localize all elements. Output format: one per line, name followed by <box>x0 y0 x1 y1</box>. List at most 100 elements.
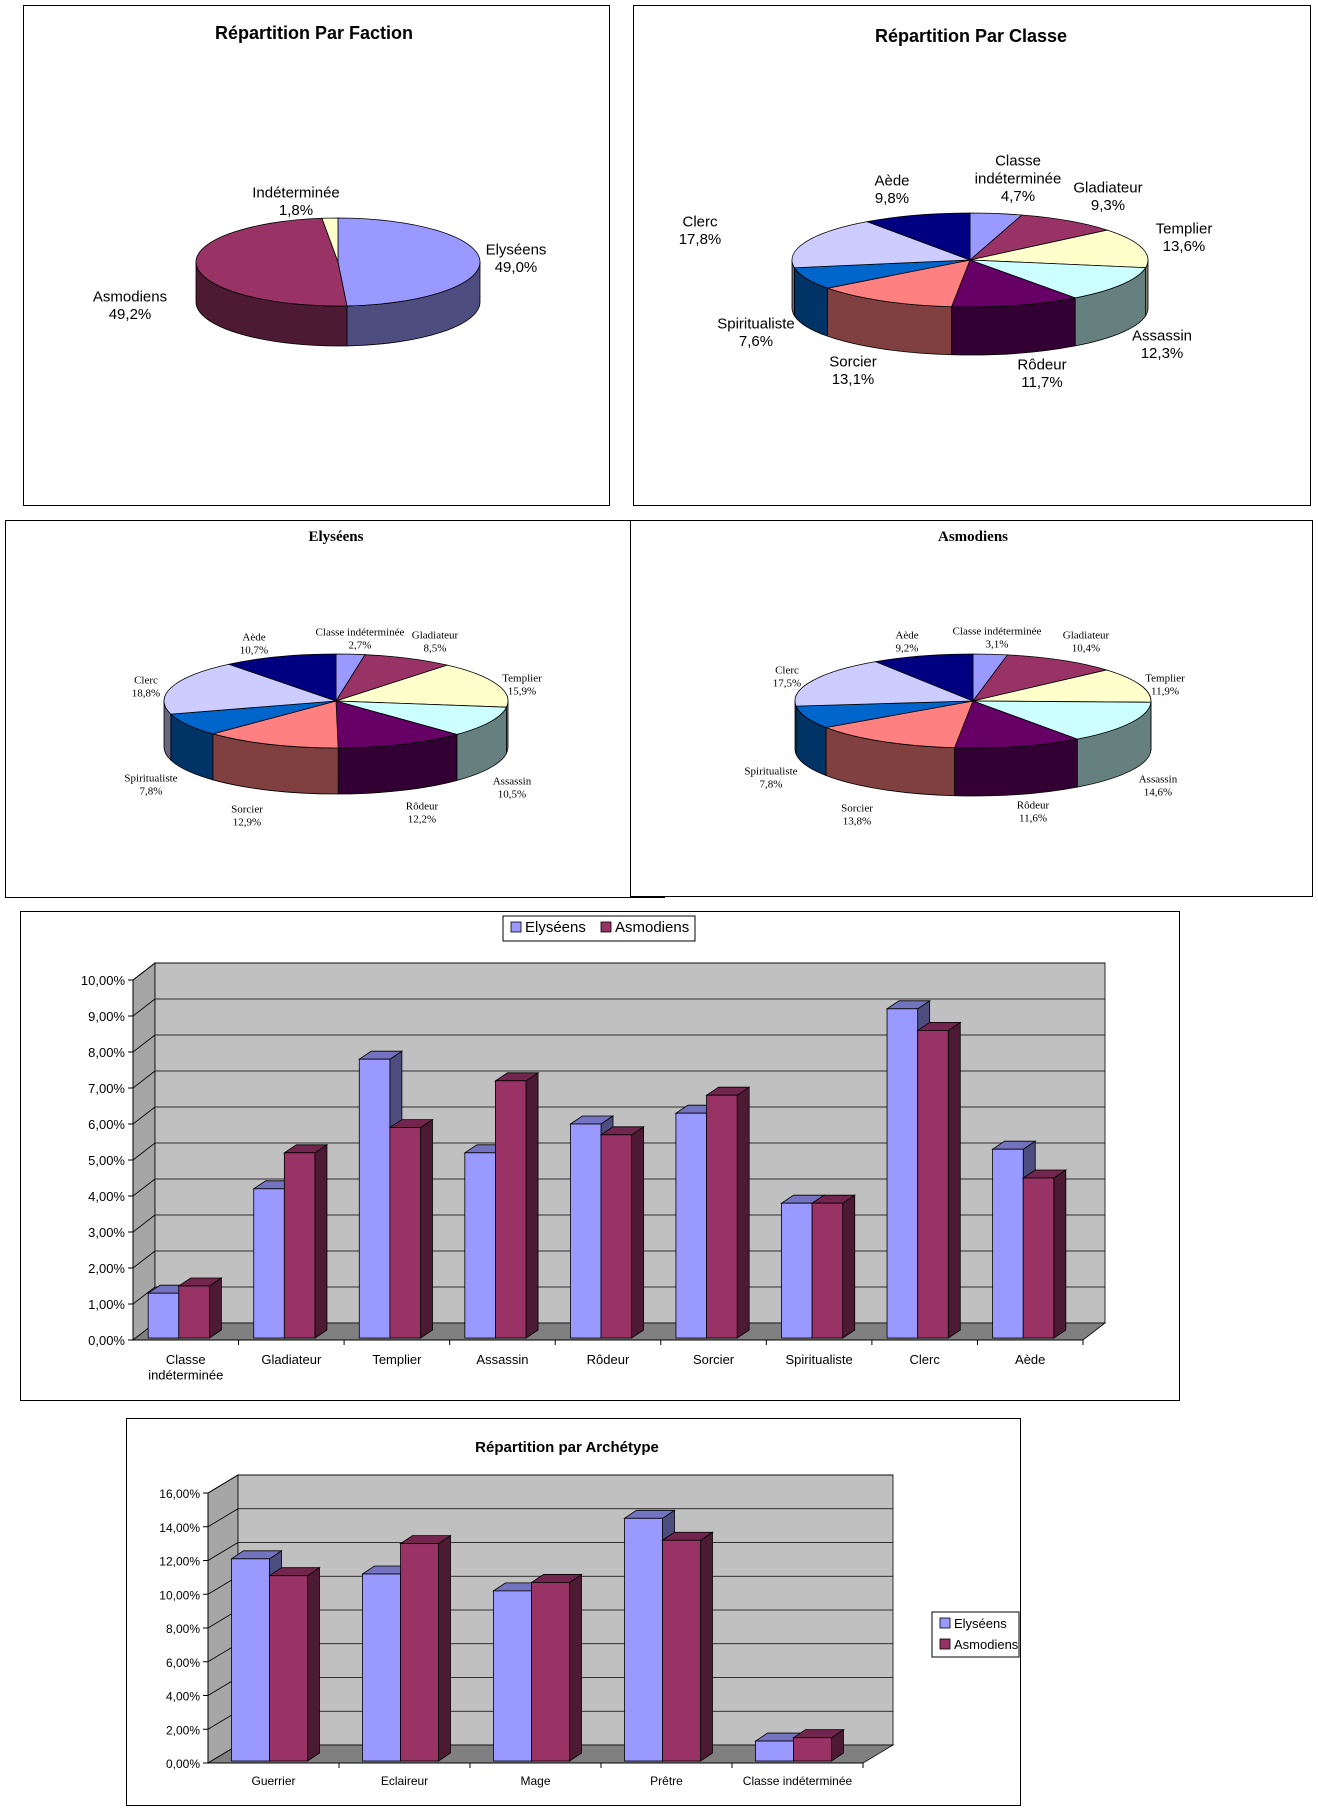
bar-asmodiens-gladiateur-side <box>314 1144 328 1339</box>
category-label-guerrier: Guerrier <box>251 1774 295 1788</box>
bar-asmodiens-assassin-front <box>495 1080 527 1339</box>
category-label-classe-indeterminee: Classe indéterminée <box>148 1352 223 1382</box>
pie-label-classe-indeterminee: Classe indéterminée 3,1% <box>953 625 1042 650</box>
bar-asmodiens-classe-indeterminee <box>792 1728 845 1762</box>
bar-elyseens-rodeur-front <box>569 1123 602 1339</box>
bar-asmodiens-classe-indeterminee-front <box>178 1285 210 1339</box>
pie-label-indeterminee: Indéterminée 1,8% <box>252 184 340 219</box>
y-tick-label: 4,00% <box>88 1189 125 1204</box>
pie-side-clerc <box>791 259 795 318</box>
category-label-gladiateur: Gladiateur <box>261 1352 322 1367</box>
archetype-bar-chart: Répartition par Archétype 0,00% 2,00% 4,00%… <box>159 1439 1020 1788</box>
gridline-side <box>132 1034 156 1053</box>
elyseens-pie-chart: Elyséens Classe indéterminée 2,7% Gladiateu… <box>124 529 542 828</box>
pie-label-classe-indeterminee: Classe indéterminée 2,7% <box>316 626 405 651</box>
pie-slice-elyseens <box>337 217 481 307</box>
gridline-side <box>207 1474 239 1494</box>
pie-slices <box>794 653 1152 749</box>
bar-asmodiens-eclaireur-front <box>400 1543 439 1762</box>
bar-asmodiens-mage-side <box>569 1573 582 1762</box>
bar-asmodiens-assassin <box>494 1072 540 1339</box>
pie-slice-sorcier <box>824 700 974 749</box>
y-tick-label: 10,00% <box>159 1588 200 1602</box>
bar-asmodiens-classe-indeterminee <box>177 1277 223 1339</box>
pie-label-spiritualiste: Spiritualiste 7,6% <box>717 315 795 350</box>
bar-elyseens-templier-front <box>358 1058 391 1339</box>
pie-slice-asmodiens <box>195 217 348 307</box>
y-tick-label: 14,00% <box>159 1521 200 1535</box>
bar-asmodiens-assassin-side <box>525 1072 539 1339</box>
pie-label-assassin: Assassin 14,6% <box>1139 773 1178 798</box>
y-tick-label: 6,00% <box>166 1656 200 1670</box>
pie-label-elyseens: Elyséens 49,0% <box>486 241 547 276</box>
pie-labels: Elyséens 49,0% Asmodiens 49,2% Indéterminée 1… <box>93 184 547 323</box>
bar-asmodiens-gladiateur <box>283 1144 329 1339</box>
pie-slice-assassin <box>969 259 1147 299</box>
gridline-side <box>132 1106 156 1125</box>
pie-label-rodeur: Rôdeur 11,6% <box>1017 799 1050 824</box>
category-label-classe-indeterminee: Classe indéterminée <box>743 1774 853 1788</box>
bar-asmodiens-clerc-side <box>947 1021 961 1339</box>
bar-asmodiens-eclaireur <box>399 1534 452 1762</box>
bar-elyseens-mage-front <box>493 1590 532 1762</box>
bar-asmodiens-pretre-side <box>700 1531 713 1762</box>
pie-label-clerc: Clerc 17,5% <box>773 664 801 689</box>
pie-slices <box>195 217 481 307</box>
asmodiens-pie-panel: Asmodiens Classe indéterminée 3,1% Gladiate… <box>630 520 1313 897</box>
pie-slices <box>791 212 1149 308</box>
bar-asmodiens-gladiateur-front <box>283 1152 316 1339</box>
pie-slice-gladiateur <box>972 654 1109 702</box>
bar-elyseens-pretre-front <box>624 1517 663 1762</box>
faction-pie-panel: Répartition Par Faction Elyséens 49,0% Asmo… <box>23 5 610 506</box>
bars <box>146 1000 1068 1339</box>
bar-asmodiens-clerc <box>916 1021 962 1339</box>
y-tick-label: 7,00% <box>88 1081 125 1096</box>
pie-sides <box>791 259 1149 356</box>
bar-asmodiens-sorcier <box>705 1086 751 1339</box>
class-pie-chart: Répartition Par Classe Classe indéterminée… <box>679 26 1213 391</box>
chart-title: Répartition Par Classe <box>875 26 1067 46</box>
bar-elyseens-aede-front <box>992 1148 1024 1339</box>
bar-asmodiens-aede-side <box>1053 1169 1067 1339</box>
pie-slice-gladiateur <box>969 214 1109 261</box>
category-label-eclaireur: Eclaireur <box>381 1774 428 1788</box>
bar-asmodiens-aede-front <box>1022 1177 1055 1339</box>
bar-asmodiens-classe-indeterminee-side <box>208 1277 222 1339</box>
pie-side-clerc <box>794 700 797 755</box>
bar-asmodiens-mage-front <box>531 1582 570 1762</box>
category-label-spiritualiste: Spiritualiste <box>786 1352 853 1367</box>
gridline-side <box>132 1070 156 1089</box>
pie-label-clerc: Clerc 17,8% <box>679 213 722 248</box>
pie-label-templier: Templier 13,6% <box>1156 220 1213 255</box>
bar-asmodiens-templier-front <box>389 1127 421 1339</box>
bar-elyseens-sorcier-front <box>675 1112 707 1339</box>
y-tick-label: 0,00% <box>166 1757 200 1771</box>
bar-asmodiens-rodeur-side <box>631 1126 645 1339</box>
chart-title: Répartition Par Faction <box>215 23 413 43</box>
class-bar-chart: 0,00% 1,00% 2,00% 3,00% 4,00% 5,00% 6,00% 7,00%… <box>81 915 1107 1382</box>
legend-label-asmodiens: Asmodiens <box>615 919 689 936</box>
gridline-side <box>132 1178 156 1197</box>
y-tick-label: 4,00% <box>166 1690 200 1704</box>
legend-swatch-asmodiens <box>600 921 612 933</box>
gridline-side <box>132 962 156 981</box>
pie-label-templier: Templier 15,9% <box>502 672 542 697</box>
category-label-sorcier: Sorcier <box>693 1352 735 1367</box>
bar-elyseens-assassin-front <box>464 1152 496 1339</box>
bar-asmodiens-guerrier <box>268 1566 321 1762</box>
chart-title: Répartition par Archétype <box>475 1439 659 1456</box>
gridline-side <box>132 1286 156 1305</box>
y-tick-label: 2,00% <box>166 1723 200 1737</box>
pie-label-aede: Aède 9,8% <box>874 172 909 207</box>
pie-slice-sorcier <box>826 259 971 308</box>
pie-label-gladiateur: Gladiateur 10,4% <box>1063 629 1110 654</box>
pie-label-sorcier: Sorcier 13,8% <box>841 802 873 827</box>
faction-pie-chart: Répartition Par Faction Elyséens 49,0% Asmo… <box>93 23 547 347</box>
bar-asmodiens-guerrier-side <box>307 1566 320 1762</box>
bar-asmodiens-rodeur-front <box>600 1134 633 1339</box>
pie-slice-gladiateur <box>335 654 449 702</box>
pie-slice-rodeur <box>953 700 1079 749</box>
y-tick-label: 1,00% <box>88 1297 125 1312</box>
bar-elyseens-eclaireur-front <box>362 1573 401 1762</box>
pie-label-assassin: Assassin 12,3% <box>1132 327 1192 362</box>
